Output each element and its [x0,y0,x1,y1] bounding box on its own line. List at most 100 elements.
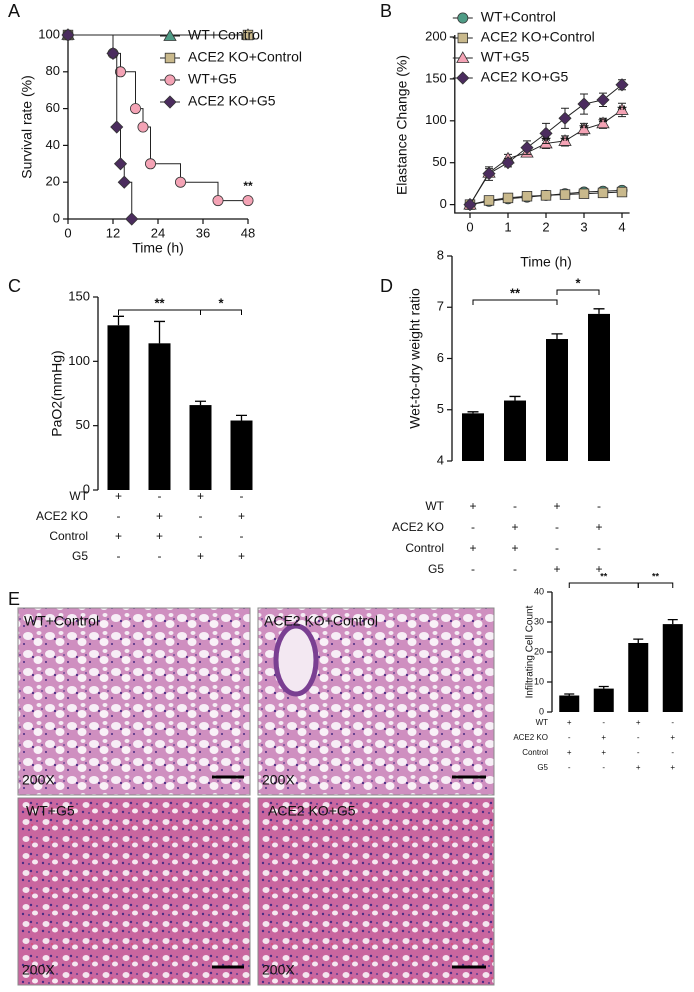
significance-label: * [575,275,581,290]
y-tick-label: 8 [437,247,444,262]
y-tick-label: 6 [437,350,444,365]
condition-sign: + [115,529,122,543]
condition-sign: + [238,549,245,563]
condition-label: G5 [72,549,88,563]
y-tick-label: 0 [83,481,90,496]
histology-image [257,797,495,986]
condition-label: WT [536,718,549,727]
annotation: ** [598,116,608,130]
marker [501,156,515,170]
bar [462,413,484,461]
significance-label: ** [652,571,660,581]
marker [144,158,156,170]
condition-sign: - [555,520,559,534]
legend-label: WT+G5 [188,71,237,87]
x-tick-label: 2 [542,219,549,234]
marker [540,190,552,201]
condition-sign: - [471,520,475,534]
condition-label: G5 [428,562,444,576]
panel-letter: E [8,589,20,609]
bar [628,643,649,712]
marker [578,188,590,199]
marker [137,121,149,133]
condition-sign: - [637,733,640,742]
marker [113,157,128,171]
bar [559,695,580,712]
x-tick-label: 12 [106,225,120,240]
marker [483,195,495,206]
legend-marker [163,29,177,41]
legend-label: WT+G5 [481,49,530,65]
condition-sign: - [117,549,121,563]
condition-sign: + [469,541,476,555]
image-label: ACE2 KO+Control [264,613,378,629]
error-bar [667,618,678,625]
condition-sign: + [197,489,204,503]
marker [110,120,124,134]
y-tick-label: 150 [425,70,447,85]
y-tick-label: 200 [425,28,447,43]
legend-label: WT+Control [188,27,263,43]
marker [539,126,553,140]
condition-sign: + [469,499,476,513]
condition-sign: - [671,748,674,757]
bar [546,339,568,461]
y-axis-label: Elastance Change (%) [394,55,410,195]
condition-sign: + [511,541,518,555]
y-tick-label: 5 [437,401,444,416]
magnification-label: 200X [262,962,295,978]
y-axis-label: PaO2(mmHg) [49,350,65,436]
marker [115,66,127,78]
bar [504,400,526,461]
condition-label: Control [49,529,88,543]
marker [61,28,75,42]
condition-sign: - [568,763,571,772]
annotation: ** [243,179,253,193]
legend-marker [164,52,176,64]
condition-sign: + [238,509,245,523]
condition-label: Control [522,748,548,757]
panel-letter: C [8,276,21,296]
y-tick-label: 0 [440,196,447,211]
magnification-label: 200X [262,772,295,788]
legend-label: ACE2 KO+Control [188,49,302,65]
condition-sign: + [156,509,163,523]
panel-letter: D [380,276,393,296]
x-tick-label: 1 [504,219,511,234]
y-axis-label: Infiltrating Cell Count [525,605,536,698]
significance-label: ** [510,285,521,300]
marker [559,189,571,200]
condition-sign: + [601,733,606,742]
x-tick-label: 4 [618,219,625,234]
legend-marker [456,71,470,85]
significance-label: ** [600,571,608,581]
bar [593,688,614,712]
condition-sign: - [199,509,203,523]
legend-marker [457,32,469,44]
condition-sign: + [636,718,641,727]
histology-images: WT+Control ACE2 KO+Control WT+G5 ACE2 KO… [17,607,495,986]
magnification-label: 200X [22,962,55,978]
annotation: ** [579,122,589,136]
condition-sign: + [511,520,518,534]
axes [454,35,630,214]
y-tick-label: 50 [76,417,90,432]
y-tick-label: 20 [46,174,60,189]
marker [615,78,629,92]
condition-sign: + [601,748,606,757]
marker [558,134,572,146]
x-tick-label: 24 [151,225,165,240]
y-tick-label: 100 [425,112,447,127]
marker [212,195,224,207]
condition-sign: - [597,541,601,555]
marker [125,212,139,226]
condition-sign: - [568,733,571,742]
marker [577,97,591,111]
marker [597,187,609,199]
condition-sign: - [602,718,605,727]
marker [521,191,533,202]
marker [463,198,477,212]
y-tick-label: 20 [534,646,544,656]
legend-label: ACE2 KO+Control [481,29,595,45]
